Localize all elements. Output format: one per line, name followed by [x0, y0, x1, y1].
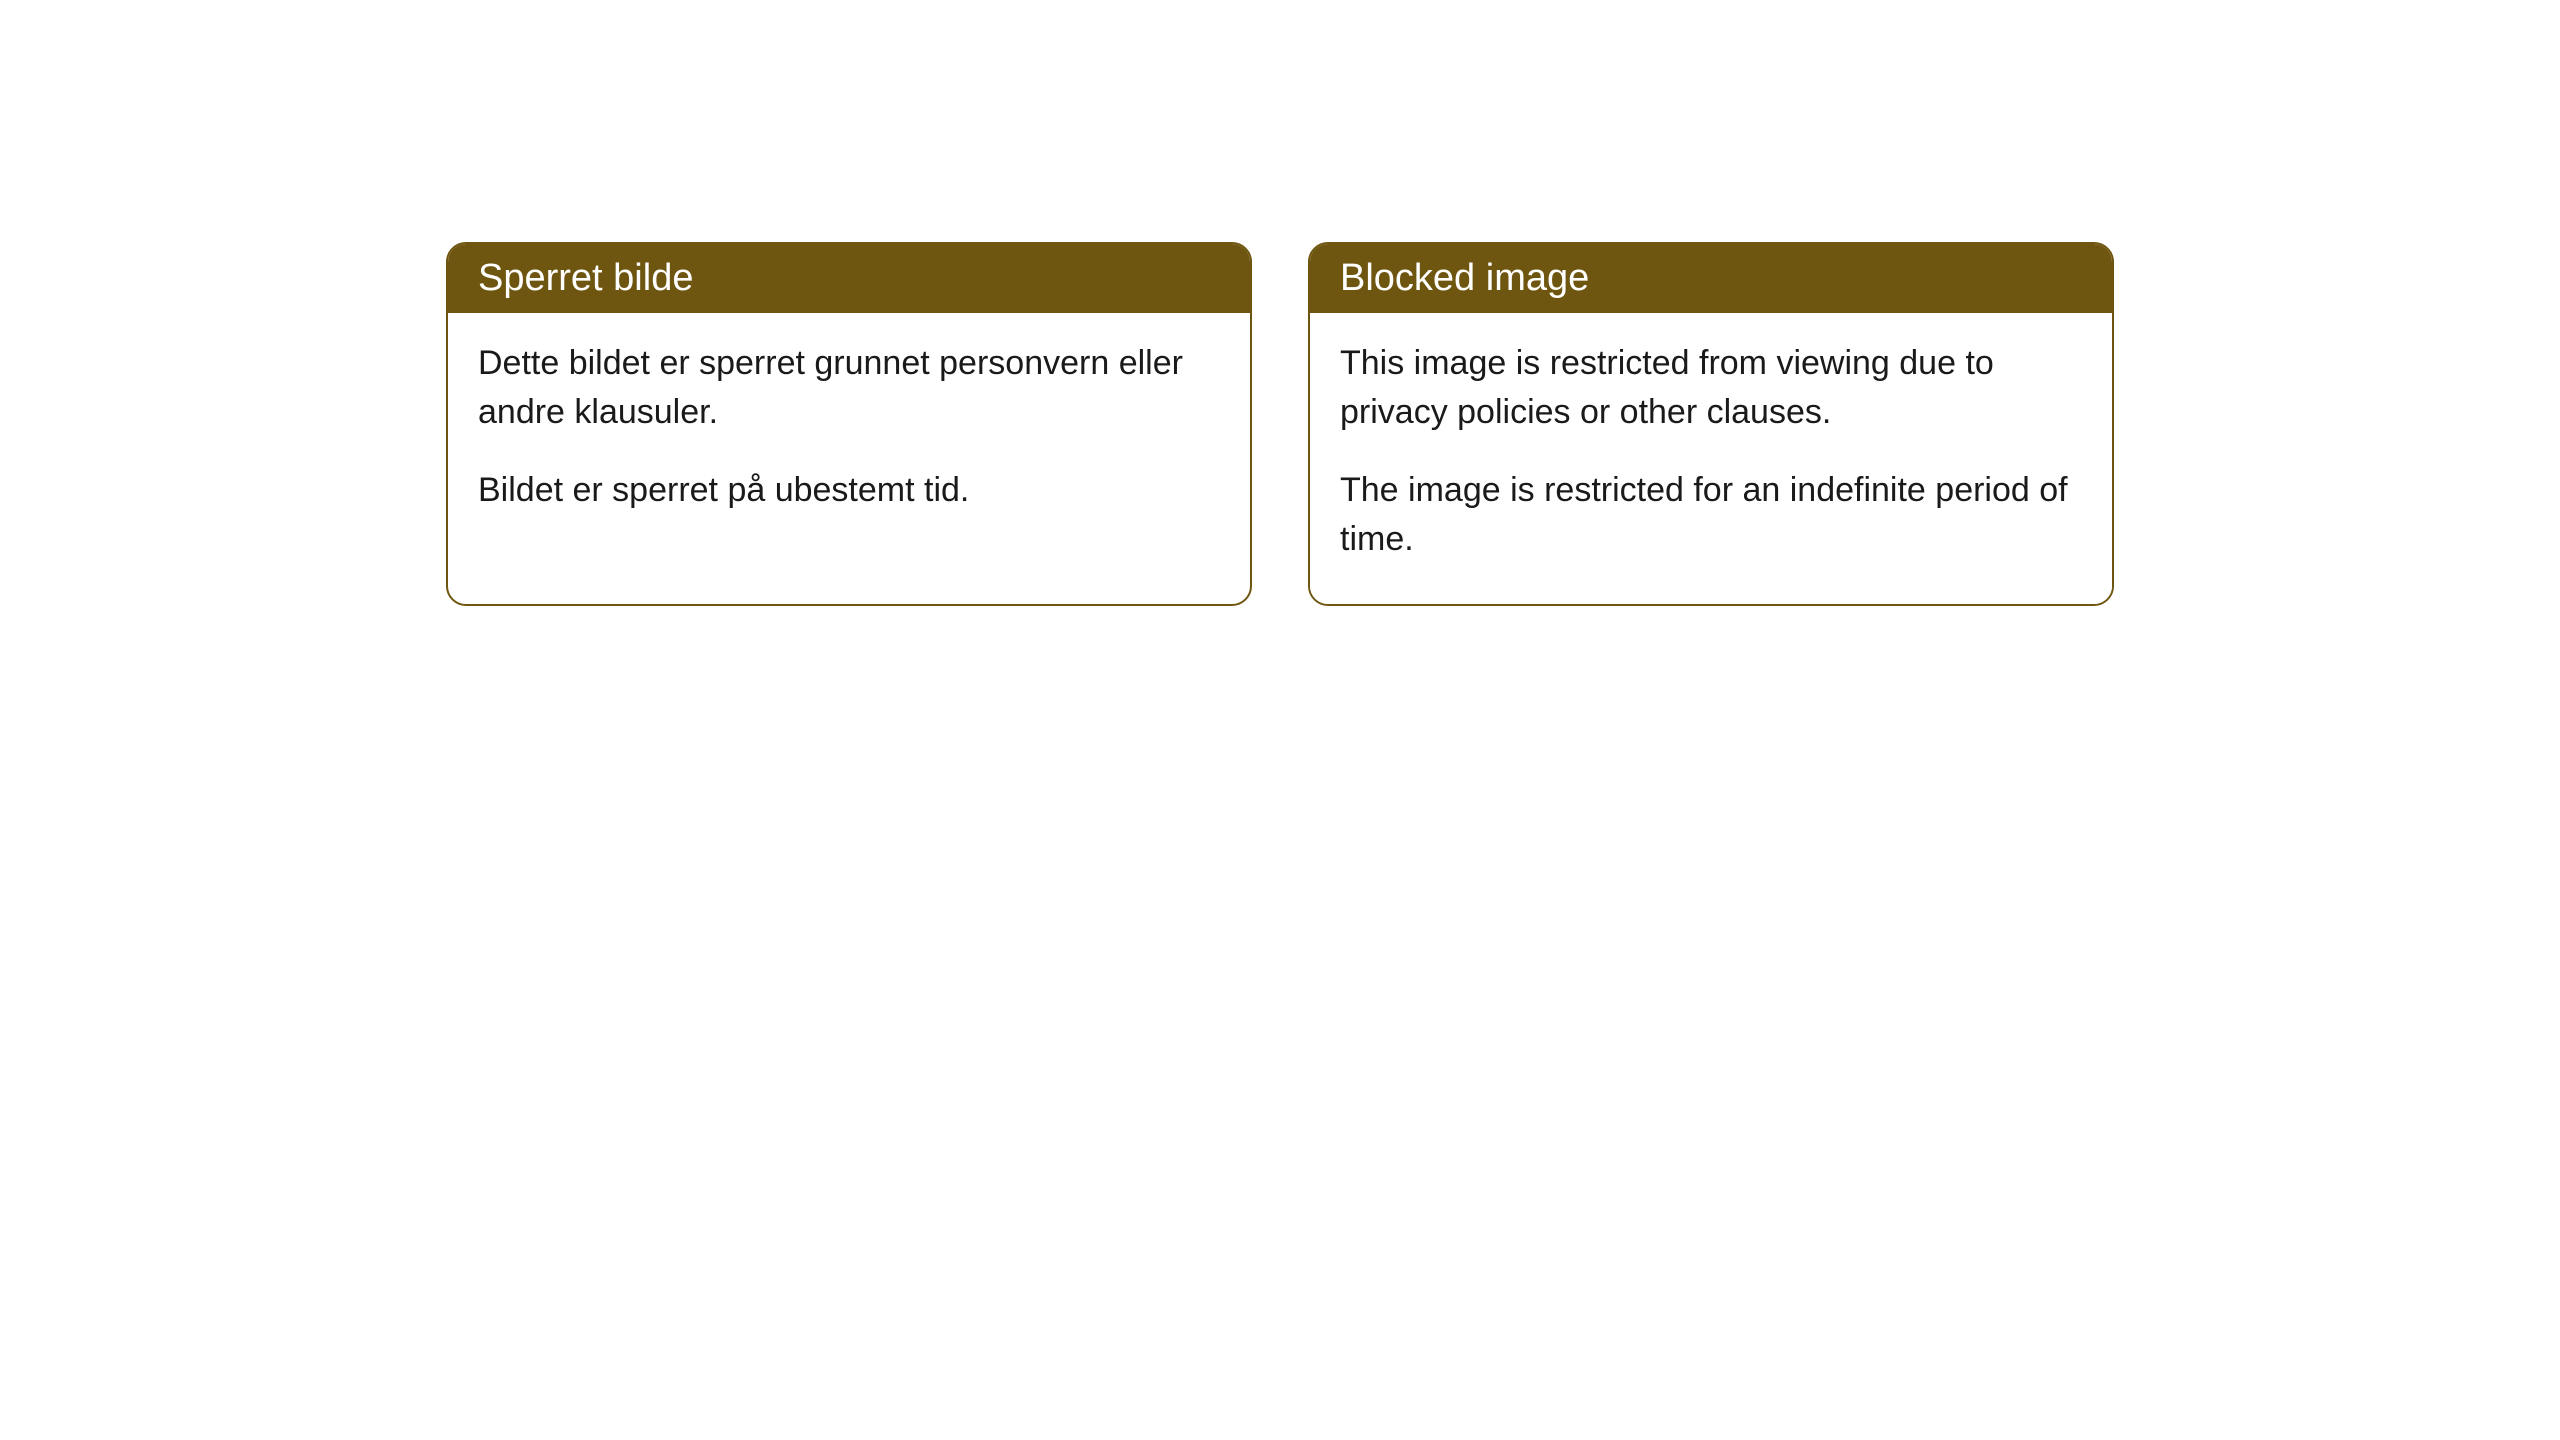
- card-header-english: Blocked image: [1310, 244, 2112, 313]
- card-paragraph-2-english: The image is restricted for an indefinit…: [1340, 466, 2082, 565]
- cards-container: Sperret bilde Dette bildet er sperret gr…: [446, 242, 2114, 606]
- card-header-norwegian: Sperret bilde: [448, 244, 1250, 313]
- card-title-english: Blocked image: [1340, 257, 1589, 299]
- card-title-norwegian: Sperret bilde: [478, 257, 693, 299]
- card-body-norwegian: Dette bildet er sperret grunnet personve…: [448, 313, 1250, 555]
- card-english: Blocked image This image is restricted f…: [1308, 242, 2114, 606]
- card-norwegian: Sperret bilde Dette bildet er sperret gr…: [446, 242, 1252, 606]
- card-body-english: This image is restricted from viewing du…: [1310, 313, 2112, 604]
- card-paragraph-1-english: This image is restricted from viewing du…: [1340, 339, 2082, 438]
- card-paragraph-1-norwegian: Dette bildet er sperret grunnet personve…: [478, 339, 1220, 438]
- card-paragraph-2-norwegian: Bildet er sperret på ubestemt tid.: [478, 466, 1220, 515]
